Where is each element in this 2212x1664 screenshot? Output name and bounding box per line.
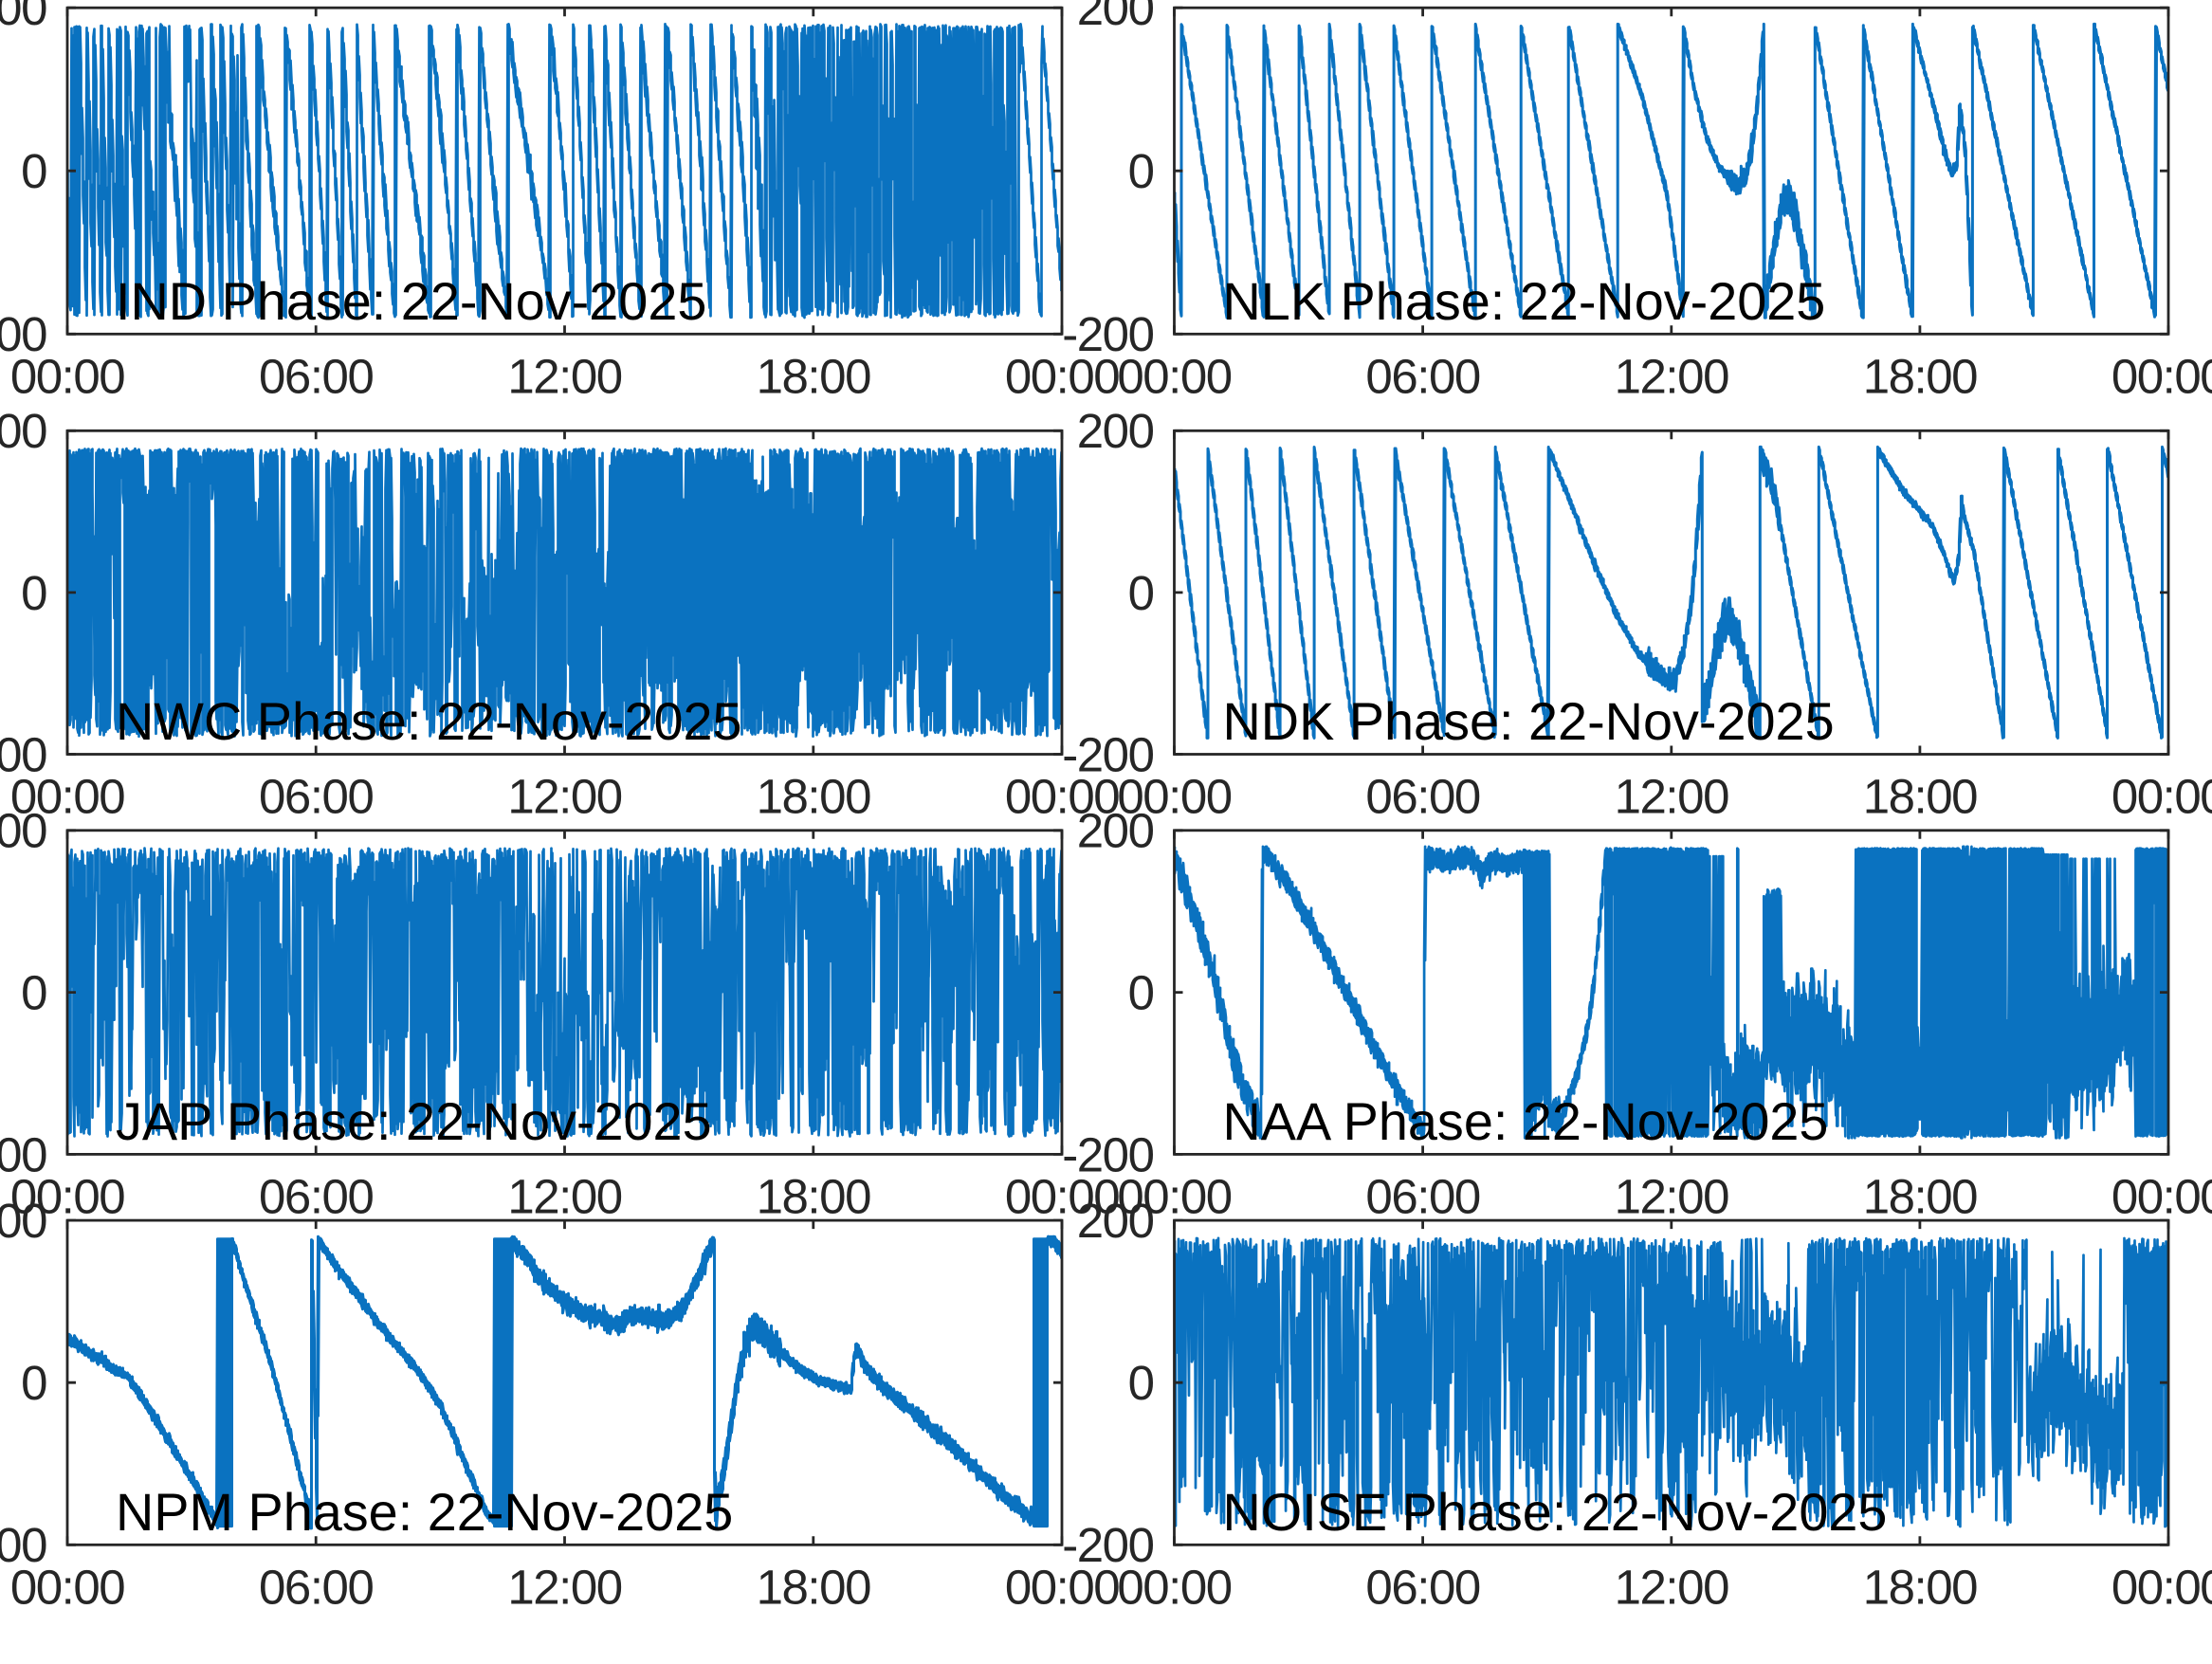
- svg-text:200: 200: [0, 0, 46, 35]
- svg-text:NLK Phase: 22-Nov-2025: NLK Phase: 22-Nov-2025: [1223, 271, 1826, 331]
- svg-text:200: 200: [0, 804, 46, 858]
- svg-text:-200: -200: [0, 1127, 46, 1181]
- svg-text:0: 0: [1128, 566, 1154, 620]
- svg-text:-200: -200: [0, 727, 46, 781]
- svg-text:0: 0: [21, 566, 46, 620]
- svg-text:00:00: 00:00: [1117, 770, 1231, 824]
- svg-text:00:00: 00:00: [1117, 1169, 1231, 1223]
- svg-text:NOISE Phase: 22-Nov-2025: NOISE Phase: 22-Nov-2025: [1223, 1482, 1888, 1542]
- svg-text:18:00: 18:00: [1863, 1169, 1977, 1223]
- svg-text:-200: -200: [1062, 727, 1153, 781]
- svg-text:18:00: 18:00: [757, 349, 870, 403]
- svg-text:NWC Phase: 22-Nov-2025: NWC Phase: 22-Nov-2025: [116, 691, 742, 751]
- svg-text:0: 0: [21, 1356, 46, 1410]
- svg-text:18:00: 18:00: [1863, 1560, 1977, 1614]
- svg-text:0: 0: [21, 966, 46, 1020]
- svg-text:NPM Phase: 22-Nov-2025: NPM Phase: 22-Nov-2025: [116, 1482, 733, 1542]
- svg-text:NDK Phase: 22-Nov-2025: NDK Phase: 22-Nov-2025: [1223, 691, 1835, 751]
- svg-text:-200: -200: [1062, 1518, 1153, 1572]
- svg-text:12:00: 12:00: [507, 1560, 621, 1614]
- svg-text:12:00: 12:00: [1615, 770, 1728, 824]
- svg-text:00:00: 00:00: [1005, 770, 1119, 824]
- svg-text:06:00: 06:00: [1365, 1560, 1479, 1614]
- svg-text:18:00: 18:00: [1863, 349, 1977, 403]
- svg-text:00:00: 00:00: [1005, 1560, 1119, 1614]
- svg-text:JAP Phase: 22-Nov-2025: JAP Phase: 22-Nov-2025: [116, 1091, 712, 1151]
- svg-text:200: 200: [1077, 0, 1154, 35]
- svg-text:200: 200: [1077, 804, 1154, 858]
- svg-text:00:00: 00:00: [2111, 349, 2212, 403]
- svg-text:IND Phase: 22-Nov-2025: IND Phase: 22-Nov-2025: [116, 271, 706, 331]
- svg-text:00:00: 00:00: [10, 1560, 124, 1614]
- svg-text:00:00: 00:00: [10, 349, 124, 403]
- svg-text:0: 0: [21, 144, 46, 198]
- svg-text:00:00: 00:00: [2111, 1560, 2212, 1614]
- svg-text:00:00: 00:00: [1005, 1169, 1119, 1223]
- svg-text:18:00: 18:00: [1863, 770, 1977, 824]
- svg-text:0: 0: [1128, 144, 1154, 198]
- svg-text:-200: -200: [1062, 1127, 1153, 1181]
- svg-text:00:00: 00:00: [1117, 349, 1231, 403]
- svg-text:18:00: 18:00: [757, 1169, 870, 1223]
- svg-text:12:00: 12:00: [1615, 349, 1728, 403]
- svg-text:06:00: 06:00: [259, 770, 373, 824]
- svg-text:18:00: 18:00: [757, 770, 870, 824]
- svg-text:0: 0: [1128, 966, 1154, 1020]
- svg-text:06:00: 06:00: [1365, 770, 1479, 824]
- svg-text:06:00: 06:00: [259, 1169, 373, 1223]
- svg-text:00:00: 00:00: [10, 1169, 124, 1223]
- svg-text:00:00: 00:00: [1117, 1560, 1231, 1614]
- svg-text:00:00: 00:00: [2111, 770, 2212, 824]
- svg-text:06:00: 06:00: [1365, 349, 1479, 403]
- svg-text:NAA Phase: 22-Nov-2025: NAA Phase: 22-Nov-2025: [1223, 1091, 1829, 1151]
- svg-text:-200: -200: [1062, 307, 1153, 361]
- svg-text:00:00: 00:00: [10, 770, 124, 824]
- svg-text:200: 200: [0, 1194, 46, 1248]
- svg-text:12:00: 12:00: [507, 349, 621, 403]
- svg-text:200: 200: [1077, 1194, 1154, 1248]
- svg-text:00:00: 00:00: [1005, 349, 1119, 403]
- svg-text:-200: -200: [0, 1518, 46, 1572]
- svg-text:200: 200: [1077, 404, 1154, 458]
- svg-text:18:00: 18:00: [757, 1560, 870, 1614]
- svg-text:12:00: 12:00: [1615, 1169, 1728, 1223]
- svg-text:12:00: 12:00: [507, 770, 621, 824]
- svg-text:00:00: 00:00: [2111, 1169, 2212, 1223]
- svg-text:12:00: 12:00: [1615, 1560, 1728, 1614]
- svg-text:06:00: 06:00: [259, 349, 373, 403]
- svg-text:06:00: 06:00: [1365, 1169, 1479, 1223]
- svg-text:12:00: 12:00: [507, 1169, 621, 1223]
- svg-text:0: 0: [1128, 1356, 1154, 1410]
- svg-text:06:00: 06:00: [259, 1560, 373, 1614]
- svg-text:-200: -200: [0, 307, 46, 361]
- svg-text:200: 200: [0, 404, 46, 458]
